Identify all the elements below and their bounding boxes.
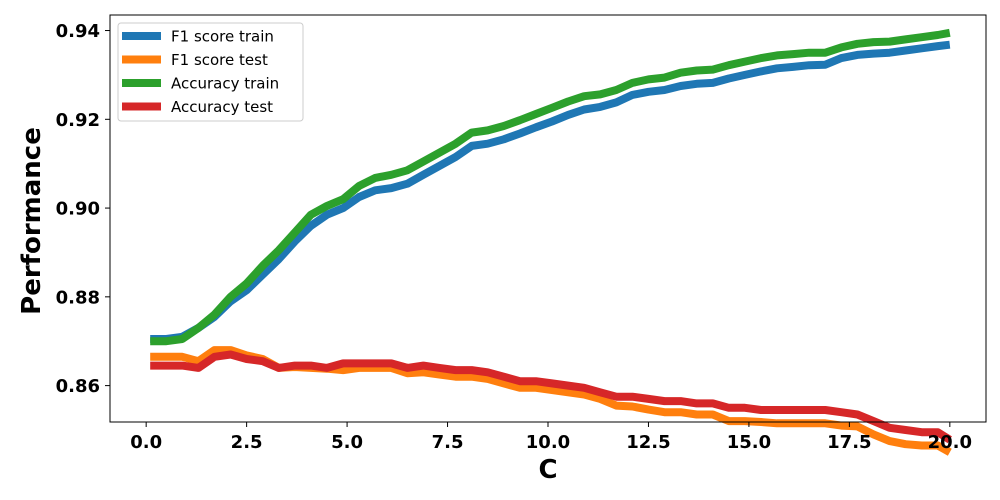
y-tick-label: 0.86 xyxy=(56,376,100,397)
x-axis-label: C xyxy=(538,455,557,485)
x-axis: 0.0 2.5 5.0 7.5 10.0 12.5 15.0 17.5 20.0 xyxy=(130,422,972,453)
series-line-accuracy-train xyxy=(150,28,951,346)
x-tick-label: 5.0 xyxy=(331,432,363,453)
y-tick-label: 0.90 xyxy=(56,199,100,220)
x-tick-label: 15.0 xyxy=(727,432,771,453)
y-axis: 0.86 0.88 0.90 0.92 0.94 xyxy=(56,21,110,397)
legend-label-accuracy-test: Accuracy test xyxy=(171,98,273,116)
y-tick-label: 0.88 xyxy=(56,287,100,308)
series-line-f1-score-train xyxy=(150,40,951,343)
x-tick-label: 0.0 xyxy=(130,432,162,453)
legend: F1 score train F1 score test Accuracy trai… xyxy=(117,22,304,122)
x-tick-label: 2.5 xyxy=(231,432,263,453)
x-tick-label: 12.5 xyxy=(626,432,670,453)
legend-label-accuracy-train: Accuracy train xyxy=(171,75,279,93)
y-tick-label: 0.94 xyxy=(56,21,100,42)
legend-box xyxy=(117,22,304,122)
y-axis-label: Performance xyxy=(17,127,47,315)
x-tick-label: 7.5 xyxy=(432,432,464,453)
x-tick-label: 20.0 xyxy=(928,432,972,453)
legend-label-f1-score-test: F1 score test xyxy=(171,51,268,69)
y-tick-label: 0.92 xyxy=(56,110,100,131)
series-line-accuracy-test xyxy=(150,350,952,444)
x-tick-label: 17.5 xyxy=(827,432,871,453)
x-tick-label: 10.0 xyxy=(526,432,570,453)
legend-label-f1-score-train: F1 score train xyxy=(171,28,274,46)
series-layer xyxy=(150,28,952,456)
